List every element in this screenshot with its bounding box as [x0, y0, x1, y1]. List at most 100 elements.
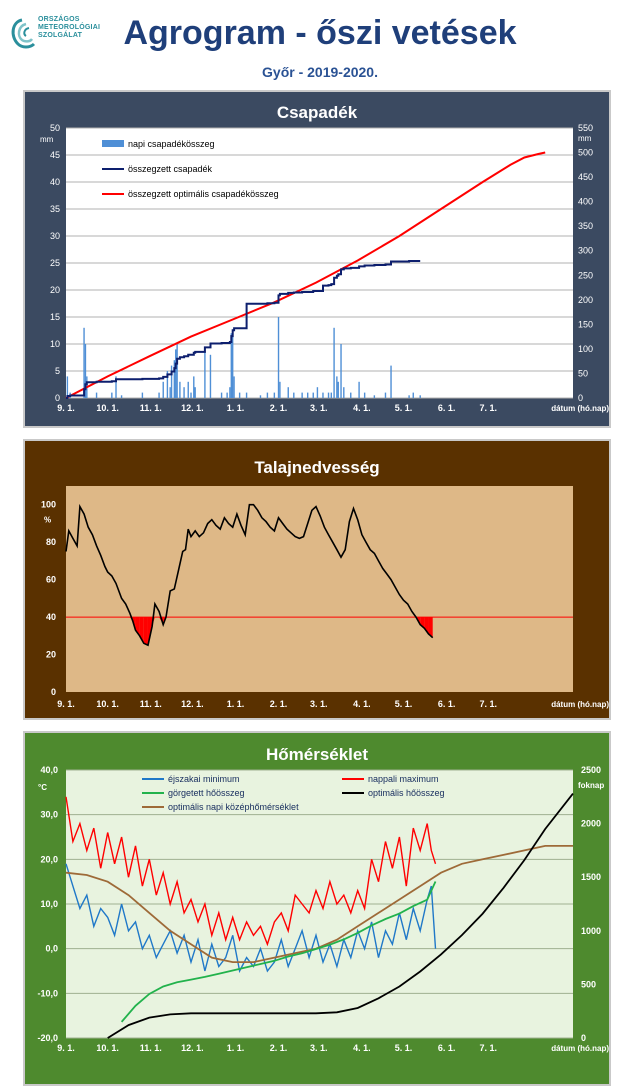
x-tick: 3. 1. — [310, 1043, 328, 1053]
precip-bar — [233, 376, 235, 398]
precip-bar — [169, 387, 171, 398]
precip-bar — [340, 344, 342, 398]
legend-label: napi csapadékösszeg — [128, 139, 215, 149]
temperature-panel: Hőmérséklet -20,0 -10,0 0,0 10,0 20,0 30,0 40,0… — [23, 731, 611, 1086]
precip-bar — [175, 349, 177, 398]
page-title: Agrogram - őszi vetések — [123, 14, 517, 52]
precip-bar — [204, 349, 206, 398]
y-tick-right: 200 — [578, 295, 593, 305]
precip-bar — [273, 392, 276, 398]
precip-bar — [194, 387, 196, 398]
precip-bar — [245, 392, 248, 398]
precip-bar — [226, 392, 228, 398]
y-tick-right: 400 — [578, 197, 593, 207]
header: ORSZÁGOS METEOROLÓGIAI SZOLGÁLAT Agrogra… — [0, 0, 640, 88]
precip-bar — [66, 376, 69, 398]
y-tick-right: 2500 — [581, 765, 601, 775]
omsz-logo — [11, 18, 36, 49]
chart-title: Talajnedvesség — [254, 458, 379, 477]
precip-bar — [176, 344, 178, 398]
precip-bar — [238, 392, 241, 398]
y-tick-right: 0 — [581, 1033, 586, 1043]
x-tick: 11. 1. — [140, 699, 162, 709]
legend-swatch-bar — [102, 140, 124, 147]
logo-line-2: METEOROLÓGIAI — [38, 24, 101, 31]
precip-bar — [408, 395, 410, 398]
precip-bar — [312, 392, 314, 398]
precip-bar — [111, 392, 113, 398]
precip-bar — [183, 387, 185, 398]
y-tick: 100 — [41, 500, 56, 510]
soil-moisture-panel: Talajnedvesség 0 20 40 60 80 100% 9. 1. 10. 1. 11… — [23, 439, 611, 720]
precip-bar — [330, 392, 333, 398]
legend-label: éjszakai minimum — [168, 774, 240, 784]
x-tick: 9. 1. — [57, 1043, 75, 1053]
x-tick: 7. 1. — [480, 403, 498, 413]
x-tick: 3. 1. — [310, 403, 328, 413]
y-tick-left: 30 — [50, 231, 60, 241]
logo-line-1: ORSZÁGOS — [38, 16, 80, 23]
x-tick: 9. 1. — [57, 403, 75, 413]
precip-bar — [337, 381, 339, 398]
y-tick-left: 45 — [50, 150, 60, 160]
precip-bar — [158, 392, 160, 398]
rolling-sum-line — [120, 881, 437, 1023]
precip-bar — [327, 392, 330, 398]
precip-bar — [363, 392, 366, 398]
y-tick-left: 0,0 — [45, 944, 58, 954]
legend: éjszakai minimum nappali maximum görgetett… — [142, 774, 445, 812]
y-tick-left: 40,0 — [40, 765, 58, 775]
precip-bar — [115, 376, 117, 398]
page-subtitle: Győr - 2019-2020. — [262, 64, 378, 80]
y-tick-right: 1000 — [581, 926, 601, 936]
x-tick: 1. 1. — [227, 1043, 245, 1053]
x-axis-label: dátum (hó.nap) — [551, 1044, 609, 1053]
x-tick: 7. 1. — [480, 1043, 498, 1053]
optimal-sum-line — [65, 151, 546, 399]
y-tick-right: 250 — [578, 270, 593, 280]
precip-bar — [95, 392, 98, 398]
x-tick: 4. 1. — [353, 699, 371, 709]
y-tick-left: 15 — [50, 312, 60, 322]
x-tick: 11. 1. — [140, 1043, 162, 1053]
x-tick: 6. 1. — [438, 699, 456, 709]
y-tick-left: 25 — [50, 258, 60, 268]
precip-bar — [220, 392, 223, 398]
plot-area — [66, 486, 573, 692]
precip-bar — [322, 392, 324, 398]
deficit-area — [428, 617, 433, 638]
precip-bar — [336, 376, 338, 398]
precip-bar — [333, 327, 335, 398]
precip-bar — [301, 392, 303, 398]
y-tick-right: 450 — [578, 172, 593, 182]
precip-bar — [170, 365, 173, 398]
x-tick: 3. 1. — [310, 699, 328, 709]
precip-bar — [84, 344, 87, 398]
precip-bar — [373, 395, 376, 398]
y-tick-left: -10,0 — [37, 988, 58, 998]
x-tick: 2. 1. — [270, 1043, 288, 1053]
precip-bar — [259, 395, 262, 398]
precip-bar — [166, 371, 169, 398]
x-tick: 12. 1. — [181, 699, 204, 709]
precip-bar — [173, 360, 176, 398]
x-tick: 5. 1. — [395, 1043, 413, 1053]
precip-bar — [279, 381, 281, 398]
x-tick: 1. 1. — [227, 403, 245, 413]
x-tick: 5. 1. — [395, 699, 413, 709]
chart-title: Csapadék — [277, 103, 358, 122]
y-tick-right: 350 — [578, 221, 593, 231]
y-tick-right: 2000 — [581, 819, 601, 829]
y-tick: 0 — [51, 687, 56, 697]
y-tick-left: 50 — [50, 123, 60, 133]
y-tick-left: 10,0 — [40, 899, 58, 909]
y-unit-left: °C — [38, 783, 47, 792]
precip-bar — [316, 387, 319, 398]
precip-bar — [190, 392, 192, 398]
cumulative-sum-line — [66, 260, 421, 399]
y-tick-left: 10 — [50, 339, 60, 349]
optimal-sum-line — [107, 793, 574, 1039]
y-tick-left: 20 — [50, 285, 60, 295]
y-tick-right: 0 — [578, 393, 583, 403]
x-tick: 4. 1. — [353, 403, 371, 413]
